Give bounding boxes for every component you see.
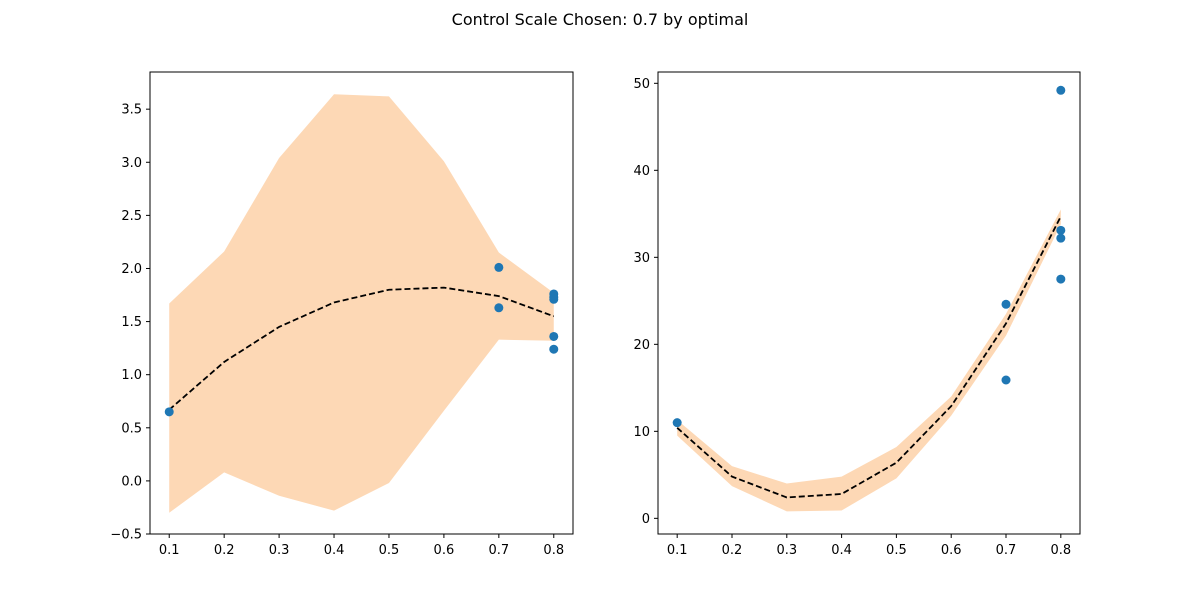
y-tick-label: 3.5 xyxy=(121,103,142,118)
scatter-point xyxy=(164,407,174,417)
y-tick-label: 1.0 xyxy=(121,368,142,383)
x-tick-label: 0.7 xyxy=(488,543,509,558)
axes-frame xyxy=(657,71,1081,535)
scatter-point xyxy=(1056,274,1066,284)
scatter-point xyxy=(549,331,559,341)
y-tick-label: 3.0 xyxy=(121,156,142,171)
y-tick-label: 10 xyxy=(633,425,650,440)
plot-area xyxy=(672,85,1066,512)
scatter-point xyxy=(672,418,682,428)
scatter-point xyxy=(1001,375,1011,385)
x-tick-label: 0.4 xyxy=(831,543,852,558)
figure-title: Control Scale Chosen: 0.7 by optimal xyxy=(451,10,749,29)
y-tick-label: 0 xyxy=(642,512,650,527)
plot-area xyxy=(164,94,559,513)
mean-dashed-line xyxy=(676,216,1062,499)
y-tick-label: 30 xyxy=(633,251,650,266)
scatter-point xyxy=(549,344,559,354)
x-tick-label: 0.4 xyxy=(324,543,345,558)
y-tick-label: 40 xyxy=(633,164,650,179)
confidence-band xyxy=(677,209,1061,512)
x-tick-label: 0.8 xyxy=(543,543,564,558)
y-tick-label: −0.5 xyxy=(110,528,142,543)
x-tick-label: 0.6 xyxy=(941,543,962,558)
y-tick-label: 0.0 xyxy=(121,474,142,489)
y-tick-label: 1.5 xyxy=(121,315,142,330)
x-tick-label: 0.1 xyxy=(667,543,688,558)
scatter-point xyxy=(1001,299,1011,309)
scatter-point xyxy=(549,294,559,304)
x-tick-label: 0.7 xyxy=(996,543,1017,558)
scatter-point xyxy=(1056,233,1066,243)
y-tick-label: 2.0 xyxy=(121,262,142,277)
axes-frame xyxy=(149,71,574,535)
x-tick-label: 0.3 xyxy=(269,543,290,558)
x-tick-label: 0.2 xyxy=(722,543,743,558)
x-tick-label: 0.8 xyxy=(1050,543,1071,558)
x-tick-label: 0.2 xyxy=(214,543,235,558)
y-tick-label: 0.5 xyxy=(121,421,142,436)
confidence-band xyxy=(169,94,554,513)
right-plot: 0.1 0.2 0.3 0.4 0.5 0.6 0.7 0.8 0 10 20 30 40 50 xyxy=(633,71,1081,558)
scatter-point xyxy=(1056,225,1066,235)
x-tick-label: 0.5 xyxy=(379,543,400,558)
y-tick-label: 50 xyxy=(633,77,650,92)
scatter-point xyxy=(494,262,504,272)
left-plot: 0.1 0.2 0.3 0.4 0.5 0.6 0.7 0.8 −0.5 0.0 0.5 1.0 1.5… xyxy=(110,71,574,558)
x-tick-label: 0.3 xyxy=(776,543,797,558)
mean-dashed-line xyxy=(168,286,555,411)
x-tick-label: 0.1 xyxy=(159,543,180,558)
scatter-point xyxy=(1056,85,1066,95)
scatter-point xyxy=(494,303,504,313)
x-tick-label: 0.6 xyxy=(434,543,455,558)
x-tick-label: 0.5 xyxy=(886,543,907,558)
y-tick-label: 20 xyxy=(633,338,650,353)
y-tick-label: 2.5 xyxy=(121,209,142,224)
